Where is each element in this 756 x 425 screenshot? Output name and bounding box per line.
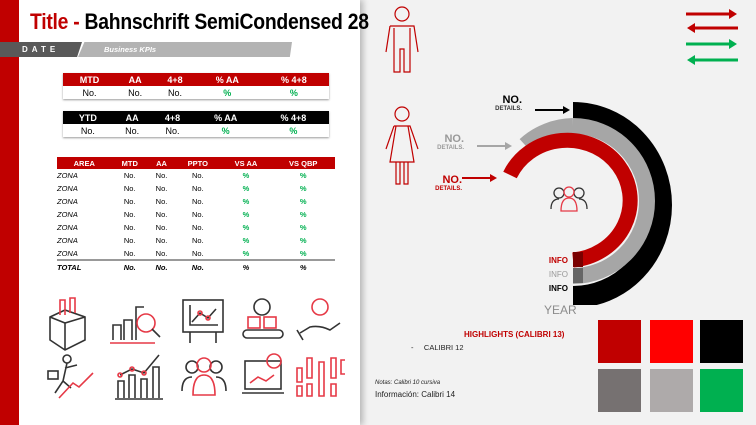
year-label: YEAR xyxy=(544,303,577,317)
middle-ring-label: NO. DETAILS. xyxy=(437,133,464,151)
middle-info: INFO xyxy=(548,270,568,279)
notes-text: Notas: Calibri 10 cursiva xyxy=(375,380,441,386)
bottles-icon xyxy=(296,357,345,397)
outer-ring-arc xyxy=(572,102,672,305)
table-row: ZONA No. No. No.%% xyxy=(57,184,307,193)
icon-grid xyxy=(47,297,345,400)
laptop-analytics-icon xyxy=(242,353,284,394)
team-icon xyxy=(181,357,227,396)
gender-icons xyxy=(385,6,419,185)
table-row: ZONA No. No. No.%% xyxy=(57,236,307,245)
red-right-arrow-icon xyxy=(686,9,737,19)
highlights-title: HIGHLIGHTS (CALIBRI 13) xyxy=(464,330,565,339)
growth-chart-icon xyxy=(115,354,163,400)
subtitle-banner: Business KPIs xyxy=(78,42,292,57)
table-row: ZONA No. No. No.%% xyxy=(57,210,307,219)
team-icon xyxy=(550,186,588,212)
table-row: ZONA No. No. No.%% xyxy=(57,197,307,206)
table-row: ZONA No. No. No.%% xyxy=(57,171,307,180)
table-row: ZONA No. No. No.%% xyxy=(57,223,307,232)
table-row: TOTAL No. No. No.%% xyxy=(57,259,335,273)
color-swatch xyxy=(598,369,641,412)
hand-dollar-icon xyxy=(296,298,341,341)
bottle-crate-icon xyxy=(49,297,86,351)
outer-info: INFO xyxy=(548,284,568,293)
woman-icon xyxy=(385,106,419,185)
color-swatch xyxy=(650,369,693,412)
highlight-bullet: - CALIBRI 12 xyxy=(411,343,464,352)
color-swatch xyxy=(650,320,693,363)
inner-info: INFO xyxy=(548,256,568,265)
mtd-table: MTD AA 4+8% AA% 4+8 No. No. No.%% xyxy=(63,73,329,99)
presentation-board-icon xyxy=(182,299,224,343)
info-text: Información: Calibri 14 xyxy=(375,390,456,399)
inner-ring-label: NO. DETAILS. xyxy=(435,174,462,192)
color-swatch xyxy=(700,320,743,363)
red-side-bar xyxy=(0,0,19,425)
red-left-arrow-icon xyxy=(687,23,738,33)
table-row: No. No. No.%% xyxy=(63,124,329,137)
page-title: Title - Bahnschrift SemiCondensed 28 xyxy=(30,9,369,34)
man-icon xyxy=(385,6,419,73)
inner-ring-arc xyxy=(503,132,638,268)
ytd-table: YTD AA 4+8% AA% 4+8 No. No. No.%% xyxy=(63,111,329,137)
color-swatch xyxy=(598,320,641,363)
date-label: DATE xyxy=(0,42,82,57)
table-row: ZONA No. No. No.%% xyxy=(57,248,307,258)
businessman-growth-icon xyxy=(47,354,94,399)
table-row: No. No. No.%% xyxy=(63,86,329,99)
green-left-arrow-icon xyxy=(687,55,738,65)
color-swatch xyxy=(700,369,743,412)
green-right-arrow-icon xyxy=(686,39,737,49)
chart-dollar-search-icon xyxy=(110,306,161,344)
gear-conveyor-icon xyxy=(242,298,284,339)
ring-chart xyxy=(462,102,672,305)
area-table: AREA MTD AA PPTO VS AA VS QBP ZONA No. No. No.%%… xyxy=(57,157,335,273)
middle-ring-arc xyxy=(519,118,655,284)
outer-ring-label: NO. DETAILS. xyxy=(495,94,522,112)
slide-panel: Title - Bahnschrift SemiCondensed 28 DAT… xyxy=(0,0,369,425)
arrow-legend xyxy=(686,9,738,65)
